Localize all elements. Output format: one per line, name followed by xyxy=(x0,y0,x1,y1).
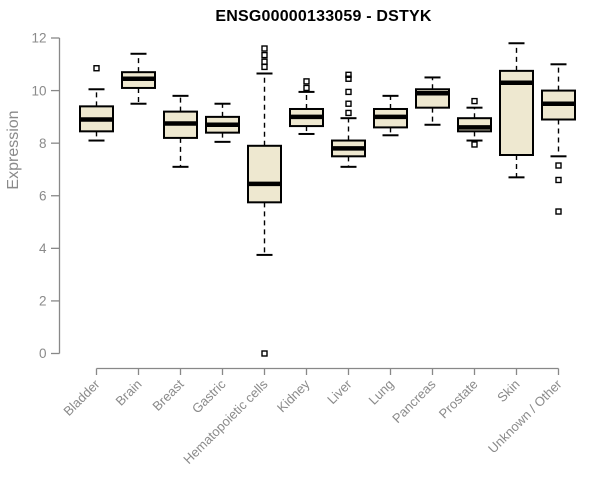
outlier-point xyxy=(555,208,562,215)
boxplot-pancreas xyxy=(415,76,450,126)
outlier-point xyxy=(303,84,310,92)
x-tick-label-brain: Brain xyxy=(113,377,145,409)
outlier-point xyxy=(345,109,352,117)
y-tick-label: 4 xyxy=(39,241,47,256)
outlier-point xyxy=(555,162,562,169)
outlier-point xyxy=(345,100,352,107)
y-tick-label: 12 xyxy=(31,31,46,46)
y-tick-label: 0 xyxy=(39,346,47,361)
boxplot-skin xyxy=(499,42,534,179)
x-tick-label-bladder: Bladder xyxy=(60,376,103,419)
y-tick-label: 8 xyxy=(39,136,47,151)
boxplot-lung xyxy=(373,94,408,137)
x-tick-label-skin: Skin xyxy=(494,377,522,405)
boxplot-breast xyxy=(163,94,198,168)
outlier-point xyxy=(303,78,310,85)
outlier-point xyxy=(261,58,268,65)
y-tick-label: 2 xyxy=(39,294,47,309)
chart-title: ENSG00000133059 - DSTYK xyxy=(215,8,432,25)
outlier-point xyxy=(261,350,268,357)
boxplot-kidney xyxy=(289,78,324,135)
outlier-point xyxy=(471,97,478,105)
outlier-point xyxy=(471,141,478,148)
x-tick-label-breast: Breast xyxy=(149,376,186,413)
outlier-point xyxy=(345,88,352,96)
outlier-point xyxy=(261,51,268,59)
x-tick-label-pancreas: Pancreas xyxy=(389,376,439,426)
x-tick-label-liver: Liver xyxy=(324,376,355,407)
outlier-point xyxy=(345,71,352,79)
iqr-box xyxy=(247,144,282,204)
x-tick-label-unknown-other: Unknown / Other xyxy=(485,376,565,456)
y-tick-label: 10 xyxy=(31,83,46,98)
x-tick-label-gastric: Gastric xyxy=(189,376,229,416)
boxplot-gastric xyxy=(205,102,240,143)
outlier-point xyxy=(261,45,268,52)
boxplot-bladder xyxy=(79,65,114,142)
outlier-point xyxy=(261,63,268,71)
boxplot-hematopoietic-cells xyxy=(247,45,282,357)
boxplot-brain xyxy=(121,52,156,105)
boxplot-unknown-other xyxy=(541,63,576,215)
y-axis: 0 2 4 6 8 10 12 xyxy=(31,31,61,361)
x-tick-label-prostate: Prostate xyxy=(436,377,481,422)
x-tick-label-lung: Lung xyxy=(366,377,397,408)
outlier-point xyxy=(345,75,352,82)
boxplot-prostate xyxy=(457,97,492,148)
outlier-point xyxy=(93,65,100,72)
x-tick-label-kidney: Kidney xyxy=(274,376,313,415)
boxplot-liver xyxy=(331,71,366,168)
outlier-point xyxy=(555,176,562,184)
y-tick-label: 6 xyxy=(39,188,47,203)
